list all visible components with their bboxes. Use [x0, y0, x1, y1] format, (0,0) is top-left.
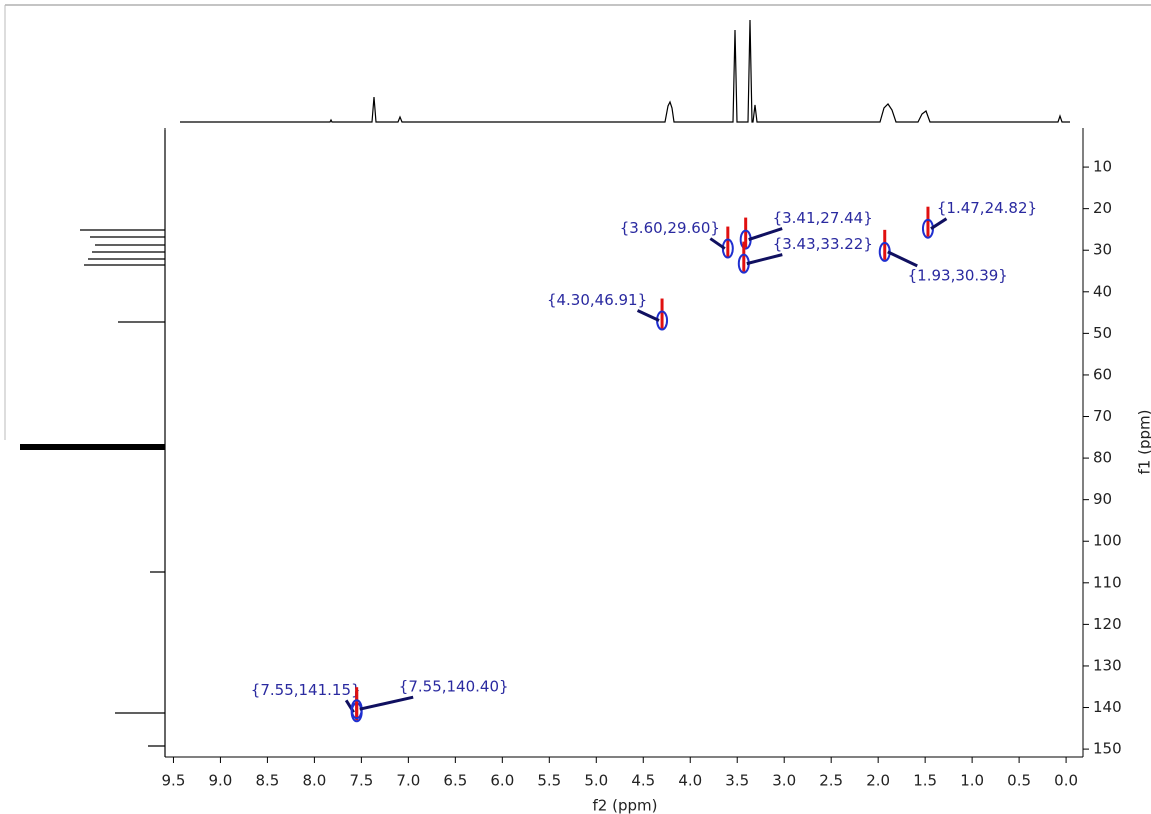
- y-tick-label: 60: [1093, 365, 1112, 383]
- y-tick-label: 140: [1093, 698, 1122, 716]
- y-tick-label: 30: [1093, 241, 1112, 259]
- y-tick-label: 130: [1093, 656, 1122, 674]
- x-tick-label: 7.0: [396, 772, 420, 790]
- label-arrow: [746, 253, 783, 266]
- y-tick-label: 40: [1093, 282, 1112, 300]
- peak-label: {3.60,29.60}: [620, 219, 720, 237]
- f1-projection-peak: [20, 444, 165, 450]
- peak-label: {1.93,30.39}: [908, 266, 1008, 284]
- y-tick-label: 20: [1093, 199, 1112, 217]
- y-tick-label: 110: [1093, 573, 1122, 591]
- y-tick-label: 50: [1093, 324, 1112, 342]
- f2-projection: [180, 19, 1070, 123]
- x-tick-label: 9.0: [209, 772, 233, 790]
- x-tick-label: 7.5: [349, 772, 373, 790]
- x-tick-label: 1.5: [913, 772, 937, 790]
- x-tick-label: 0.5: [1007, 772, 1031, 790]
- x-tick-label: 2.5: [819, 772, 843, 790]
- x-tick-label: 3.5: [725, 772, 749, 790]
- x-tick-label: 0.0: [1054, 772, 1078, 790]
- x-tick-label: 8.0: [302, 772, 326, 790]
- x-tick-label: 5.5: [537, 772, 561, 790]
- x-tick-label: 6.0: [490, 772, 514, 790]
- label-arrow: [748, 227, 783, 242]
- label-arrow: [636, 309, 660, 322]
- x-tick-label: 6.5: [443, 772, 467, 790]
- y-tick-label: 150: [1093, 740, 1122, 758]
- x-tick-label: 2.0: [866, 772, 890, 790]
- label-arrow: [709, 237, 726, 250]
- y-tick-label: 90: [1093, 490, 1112, 508]
- x-tick-label: 8.5: [255, 772, 279, 790]
- label-arrow: [359, 695, 414, 711]
- peak-label: {1.47,24.82}: [937, 199, 1037, 217]
- y-tick-label: 120: [1093, 615, 1122, 633]
- peak-label: {7.55,140.40}: [399, 678, 509, 696]
- y-tick-label: 80: [1093, 449, 1112, 467]
- f1-projection: [22, 130, 166, 757]
- x-tick-label: 3.0: [772, 772, 796, 790]
- x-tick-label: 4.0: [678, 772, 702, 790]
- label-arrow: [887, 250, 918, 268]
- peak-label: {4.30,46.91}: [547, 291, 647, 309]
- x-tick-label: 9.5: [162, 772, 186, 790]
- x-axis-title: f2 (ppm): [593, 797, 658, 814]
- y-tick-label: 70: [1093, 407, 1112, 425]
- label-arrow: [930, 217, 948, 230]
- peak-label: {3.43,33.22}: [773, 235, 873, 253]
- peak-label: {3.41,27.44}: [773, 209, 873, 227]
- y-tick-label: 100: [1093, 532, 1122, 550]
- y-tick-label: 10: [1093, 158, 1112, 176]
- y-axis-title: f1 (ppm): [1136, 410, 1151, 475]
- x-tick-label: 4.5: [631, 772, 655, 790]
- peak-label: {7.55,141.15}: [251, 681, 361, 699]
- x-tick-label: 1.0: [960, 772, 984, 790]
- x-tick-label: 5.0: [584, 772, 608, 790]
